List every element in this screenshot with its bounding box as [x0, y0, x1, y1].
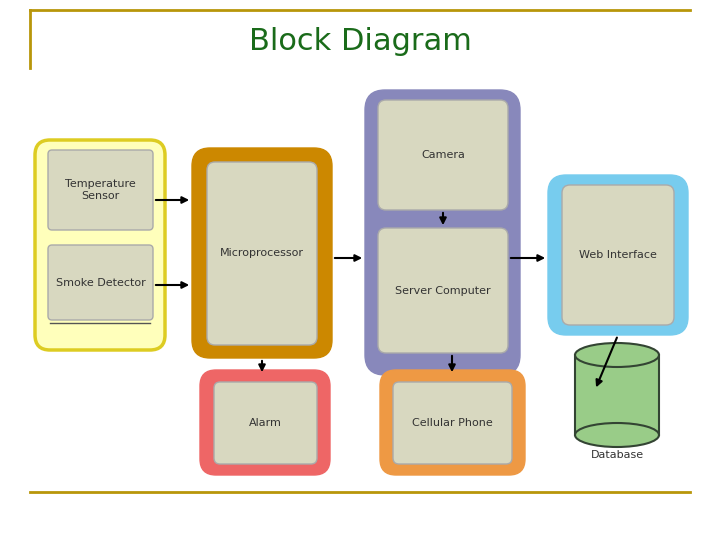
Text: Server Computer: Server Computer	[395, 286, 491, 295]
FancyBboxPatch shape	[48, 150, 153, 230]
FancyBboxPatch shape	[562, 185, 674, 325]
Text: Block Diagram: Block Diagram	[248, 28, 472, 57]
FancyBboxPatch shape	[365, 90, 520, 375]
FancyBboxPatch shape	[207, 162, 317, 345]
Text: Temperature
Sensor: Temperature Sensor	[65, 179, 136, 201]
FancyBboxPatch shape	[380, 370, 525, 475]
Ellipse shape	[575, 343, 659, 367]
FancyBboxPatch shape	[48, 245, 153, 320]
FancyBboxPatch shape	[200, 370, 330, 475]
FancyBboxPatch shape	[192, 148, 332, 358]
Text: Microprocessor: Microprocessor	[220, 248, 304, 259]
FancyBboxPatch shape	[378, 228, 508, 353]
Bar	[575, 355, 659, 435]
Ellipse shape	[575, 423, 659, 447]
Text: Web Interface: Web Interface	[579, 250, 657, 260]
FancyBboxPatch shape	[35, 140, 165, 350]
FancyBboxPatch shape	[214, 382, 317, 464]
Text: Smoke Detector: Smoke Detector	[55, 278, 145, 287]
FancyBboxPatch shape	[393, 382, 512, 464]
Text: Alarm: Alarm	[249, 418, 282, 428]
Text: Camera: Camera	[421, 150, 465, 160]
Text: Database: Database	[590, 450, 644, 460]
FancyBboxPatch shape	[548, 175, 688, 335]
FancyBboxPatch shape	[378, 100, 508, 210]
Text: Cellular Phone: Cellular Phone	[412, 418, 493, 428]
